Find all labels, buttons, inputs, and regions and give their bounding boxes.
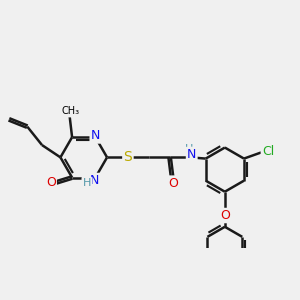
Text: N: N — [91, 129, 100, 142]
Text: O: O — [168, 177, 178, 190]
Text: H: H — [185, 144, 194, 154]
Text: CH₃: CH₃ — [61, 106, 79, 116]
Text: N: N — [187, 148, 196, 161]
Text: O: O — [46, 176, 56, 189]
Text: H: H — [82, 178, 91, 188]
Text: Cl: Cl — [262, 145, 274, 158]
Text: N: N — [90, 174, 100, 187]
Text: O: O — [220, 209, 230, 222]
Text: S: S — [124, 150, 132, 164]
